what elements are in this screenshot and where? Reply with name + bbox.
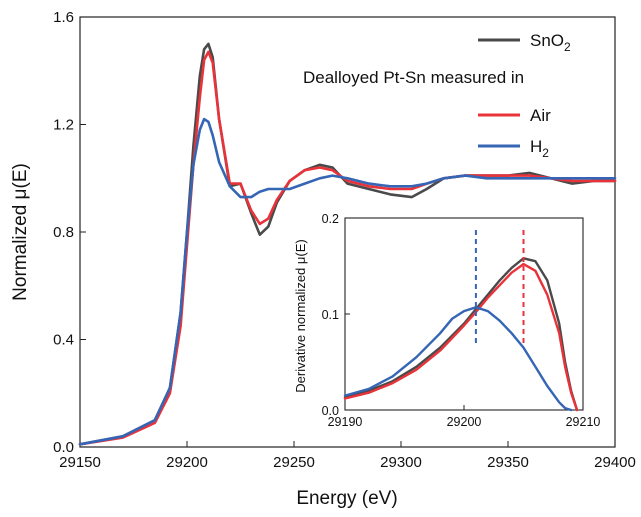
inset-edge-markers [474, 230, 525, 343]
legend-header: Dealloyed Pt-Sn measured in [303, 68, 524, 87]
main-series-group [78, 42, 617, 446]
legend-label-air: Air [530, 106, 551, 125]
main-y-tick-label: 0.4 [53, 332, 74, 349]
legend-label-h2: H2 [530, 137, 549, 160]
inset-y-axis-title: Derivative normalized μ(E) [293, 239, 308, 392]
main-y-axis-title: Normalized μ(E) [10, 163, 31, 301]
main-x-tick-label: 29350 [487, 454, 529, 471]
inset-x-tick-label: 29200 [447, 415, 482, 429]
main-series-line-2 [78, 117, 617, 446]
main-axis-ticks: 29150 29200 29250 29300 29350 29400 0.0 0.4 0.8 1… [53, 9, 636, 471]
main-y-tick-label: 0.8 [53, 224, 74, 241]
inset-series-line-2 [343, 306, 573, 412]
inset-y-tick-label: 0.1 [322, 308, 339, 322]
inset-series-line-0 [343, 257, 579, 412]
inset-plot-frame [344, 217, 584, 411]
inset-x-tick-label: 29190 [328, 415, 363, 429]
main-x-tick-label: 29200 [166, 454, 208, 471]
main-x-tick-label: 29250 [273, 454, 315, 471]
legend-label-sno2: SnO2 [530, 31, 571, 54]
inset-y-tick-label: 0.0 [322, 404, 339, 418]
inset-x-tick-label: 29210 [566, 415, 601, 429]
inset-y-tick-label: 0.2 [322, 212, 339, 226]
main-y-tick-label: 1.6 [53, 9, 74, 26]
main-x-axis-title: Energy (eV) [296, 488, 397, 509]
main-x-tick-label: 29300 [380, 454, 422, 471]
main-y-tick-label: 1.2 [53, 117, 74, 134]
legend: SnO2 Dealloyed Pt-Sn measured in Air H2 [303, 31, 571, 160]
main-x-tick-label: 29150 [59, 454, 101, 471]
main-x-tick-label: 29400 [594, 454, 636, 471]
main-y-tick-label: 0.0 [53, 439, 74, 456]
inset-axis-ticks: 29190 29200 29210 0.0 0.1 0.2 [322, 212, 601, 429]
inset-series-group [343, 257, 579, 412]
inset-series-line-1 [343, 262, 579, 412]
